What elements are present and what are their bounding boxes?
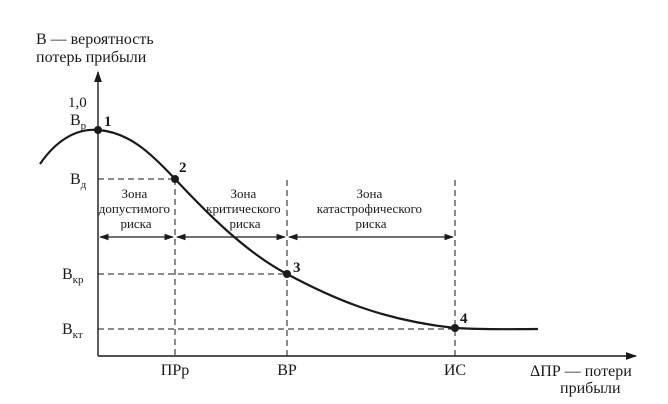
y-tick-kt-sub: кт <box>73 329 83 341</box>
y-tick-kt-base: В <box>62 321 73 338</box>
y-tick-label-kt: Вкт <box>62 321 83 341</box>
zone-catastrophic-line2: катастрофического <box>317 201 422 216</box>
x-axis-title-line2: прибыли <box>560 380 621 397</box>
point-4-label: 4 <box>460 311 468 327</box>
zone-label-catastrophic: Зона катастрофического риска <box>317 186 425 231</box>
y-tick-label-d: Вд <box>70 171 87 191</box>
y-tick-d-base: В <box>70 171 81 188</box>
x-tick-label-vr: ВР <box>277 362 297 379</box>
y-tick-kr-base: В <box>62 266 73 283</box>
y-axis-title-line2: потерь прибыли <box>36 49 147 66</box>
y-tick-kr-sub: кр <box>73 274 84 286</box>
zone-label-permissible: Зона допустимого риска <box>99 186 173 231</box>
zone-catastrophic-line3: риска <box>355 216 386 231</box>
point-3-marker <box>283 270 291 278</box>
x-axis-title-line1: ΔПР — потери <box>530 363 632 380</box>
point-1-label: 1 <box>104 114 112 130</box>
zone-permissible-line2: допустимого <box>99 201 170 216</box>
y-axis-title-line1: В — вероятность <box>36 31 154 48</box>
y-tick-label-r: Вр <box>70 112 87 132</box>
point-3-label: 3 <box>293 260 301 276</box>
zone-critical-line3: риска <box>229 216 260 231</box>
y-one-label: 1,0 <box>68 95 87 111</box>
zone-label-critical: Зона критического риска <box>206 186 284 231</box>
zone-permissible-line3: риска <box>120 216 151 231</box>
y-tick-r-base: В <box>70 112 81 129</box>
x-tick-label-prr: ПРр <box>161 362 189 379</box>
risk-curve <box>39 128 539 331</box>
y-tick-d-sub: д <box>81 179 87 191</box>
zone-permissible-line1: Зона <box>122 186 148 201</box>
y-tick-r-sub: р <box>81 120 87 132</box>
point-1-marker <box>94 126 102 134</box>
zone-critical-line1: Зона <box>231 186 257 201</box>
zone-critical-line2: критического <box>206 201 280 216</box>
zone-catastrophic-line1: Зона <box>357 186 383 201</box>
point-4-marker <box>451 324 459 332</box>
y-tick-label-kr: Вкр <box>62 266 84 286</box>
point-2-label: 2 <box>179 160 187 176</box>
x-tick-label-is: ИС <box>444 362 466 379</box>
point-2-marker <box>171 175 179 183</box>
